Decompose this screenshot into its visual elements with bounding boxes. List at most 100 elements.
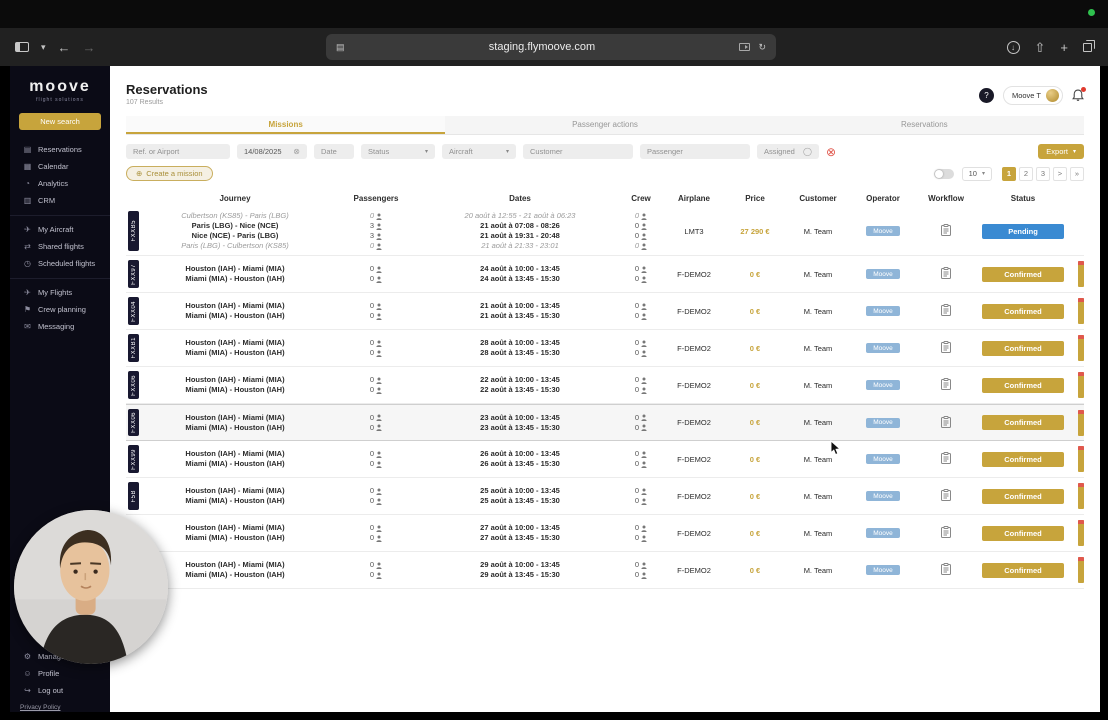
table-body: FXXB5 Culbertson (KS85) - Paris (LBG) Pari… <box>126 207 1084 589</box>
filter-date-from[interactable]: 14/08/2025 ⊗ <box>237 144 307 159</box>
cast-icon[interactable] <box>739 43 751 51</box>
sidebar-item-my-aircraft[interactable]: ✈ My Aircraft <box>24 225 74 234</box>
address-bar[interactable]: ▤ staging.flymoove.com ↻ <box>326 34 777 60</box>
sidebar-item-calendar[interactable]: ▦ Calendar <box>23 162 69 171</box>
workflow-button[interactable] <box>941 224 951 238</box>
sidebar-item-crm[interactable]: ▥ CRM <box>23 196 56 205</box>
status-badge: Pending <box>982 223 1064 239</box>
row-status-indicator-icon <box>1078 483 1084 509</box>
dates-cell: 22 août à 10:00 - 13:45 22 août à 13:45 -… <box>480 375 560 394</box>
table-row[interactable]: FXX04 Houston (IAH) - Miami (MIA) Miami (M… <box>126 293 1084 330</box>
filter-ref[interactable]: Ref. or Airport <box>126 144 230 159</box>
tab-overview-icon[interactable] <box>1083 39 1095 52</box>
profile-icon: ☺ <box>23 669 32 678</box>
workflow-button[interactable] <box>941 452 951 466</box>
sidebar-item-reservations[interactable]: ▤ Reservations <box>23 145 82 154</box>
user-menu[interactable]: Moove T <box>1002 86 1063 105</box>
next-page-button[interactable]: > <box>1053 166 1067 181</box>
mission-ref-tag[interactable]: FXX04 <box>128 297 139 325</box>
sidebar-toggle-icon[interactable] <box>15 42 29 52</box>
table-row[interactable]: FXX06 Houston (IAH) - Miami (MIA) Miami (M… <box>126 404 1084 441</box>
mission-ref-tag[interactable]: FXX06 <box>128 371 139 399</box>
table-row[interactable]: FXX99 Houston (IAH) - Miami (MIA) Miami (M… <box>126 441 1084 478</box>
person-icon <box>376 313 382 320</box>
page-info-icon[interactable]: ▤ <box>336 41 345 52</box>
page-size-select[interactable]: 10 ▾ <box>961 166 992 181</box>
row-status-indicator-icon <box>1078 298 1084 324</box>
aircraft-icon: ✈ <box>24 225 31 234</box>
notifications-button[interactable] <box>1072 87 1086 102</box>
workflow-button[interactable] <box>941 267 951 281</box>
workflow-button[interactable] <box>941 341 951 355</box>
workflow-button[interactable] <box>941 526 951 540</box>
sidebar-item-my-flights[interactable]: ✈ My Flights <box>24 288 73 297</box>
mission-ref-tag[interactable]: FXX97 <box>128 260 139 288</box>
table-row[interactable]: FXXB5 Culbertson (KS85) - Paris (LBG) Pari… <box>126 207 1084 256</box>
mission-ref-tag[interactable]: FXXB1 <box>128 334 139 362</box>
new-search-button[interactable]: New search <box>19 113 101 130</box>
sidebar-item-messaging[interactable]: ✉ Messaging <box>24 322 75 331</box>
tab-bar: Missions Passenger actions Reservations <box>126 116 1084 135</box>
tab-reservations[interactable]: Reservations <box>900 120 948 129</box>
back-icon[interactable]: ← <box>57 39 71 55</box>
share-icon[interactable]: ⇧ <box>1034 39 1046 55</box>
table-row[interactable]: F5B Houston (IAH) - Miami (MIA) Miami (MIA… <box>126 478 1084 515</box>
help-button[interactable]: ? <box>978 88 994 103</box>
page-title: Reservations <box>126 82 208 97</box>
filter-assigned[interactable]: Assigned ◯ <box>757 144 819 159</box>
page-button-1[interactable]: 1 <box>1002 166 1016 181</box>
reload-icon[interactable]: ↻ <box>758 41 767 52</box>
create-mission-button[interactable]: ⊕ Create a mission <box>126 166 213 181</box>
filter-customer[interactable]: Customer <box>523 144 633 159</box>
workflow-button[interactable] <box>941 563 951 577</box>
mission-ref-tag[interactable]: FXX06 <box>128 409 139 436</box>
last-page-button[interactable]: » <box>1070 166 1084 181</box>
mission-ref-tag[interactable]: F5B <box>128 482 139 510</box>
sidebar-item-manage[interactable]: ⚙ Manage... <box>23 652 72 661</box>
sidebar-item-scheduled-flights[interactable]: ◷ Scheduled flights <box>24 259 96 268</box>
passengers-cell: 0 0 <box>330 375 422 395</box>
privacy-policy-link[interactable]: Privacy Policy <box>20 704 61 711</box>
page-size-caret-icon: ▾ <box>981 171 985 177</box>
table-row[interactable]: Houston (IAH) - Miami (MIA) Miami (MIA) -… <box>126 552 1084 589</box>
journey-cell: Houston (IAH) - Miami (MIA) Miami (MIA) -… <box>185 338 285 357</box>
new-tab-icon[interactable]: + <box>1060 39 1068 55</box>
workflow-button[interactable] <box>941 304 951 318</box>
sidebar-item-crew-planning[interactable]: ⚑ Crew planning <box>23 305 86 314</box>
table-row[interactable]: FXX97 Houston (IAH) - Miami (MIA) Miami (M… <box>126 256 1084 293</box>
app-window: moove flight solutions New search ▤ Reser… <box>10 66 1100 712</box>
export-button[interactable]: Export ▾ <box>1038 144 1084 159</box>
compact-view-toggle[interactable] <box>933 168 954 179</box>
workflow-button[interactable] <box>941 489 951 503</box>
person-icon <box>376 377 382 384</box>
downloads-icon[interactable]: ↓ <box>1006 40 1020 54</box>
filter-date-to[interactable]: Date <box>314 144 354 159</box>
page-button-3[interactable]: 3 <box>1036 166 1050 181</box>
filter-aircraft[interactable]: Aircraft ▾ <box>442 144 516 159</box>
filter-status[interactable]: Status ▾ <box>361 144 435 159</box>
mission-ref-tag[interactable]: FXXB5 <box>128 211 139 251</box>
sidebar-item-profile[interactable]: ☺ Profile <box>23 669 60 678</box>
clipboard-icon <box>941 267 951 279</box>
sidebar-item-log-out[interactable]: ↪ Log out <box>24 686 64 695</box>
workflow-button[interactable] <box>941 415 951 430</box>
person-icon <box>641 276 647 283</box>
page-button-2[interactable]: 2 <box>1019 166 1033 181</box>
sidebar-item-analytics[interactable]: ◔ Analytics <box>10 175 110 192</box>
tab-passenger-actions[interactable]: Passenger actions <box>572 120 638 129</box>
logo-tagline: flight solutions <box>36 97 84 103</box>
journey-cell: Houston (IAH) - Miami (MIA) Miami (MIA) -… <box>185 486 285 505</box>
customer-cell: M. Team <box>803 454 833 464</box>
workflow-button[interactable] <box>941 378 951 392</box>
table-row[interactable]: Houston (IAH) - Miami (MIA) Miami (MIA) -… <box>126 515 1084 552</box>
tab-missions[interactable]: Missions <box>126 116 446 134</box>
clear-date-icon[interactable]: ⊗ <box>293 147 300 156</box>
sidebar-item-shared-flights[interactable]: ⇄ Shared flights <box>24 242 84 251</box>
table-row[interactable]: FXX06 Houston (IAH) - Miami (MIA) Miami (M… <box>126 367 1084 404</box>
mission-ref-tag[interactable]: FXX99 <box>128 445 139 473</box>
table-row[interactable]: FXXB1 Houston (IAH) - Miami (MIA) Miami (M… <box>126 330 1084 367</box>
sidebar-menu-caret-icon[interactable]: ▾ <box>41 41 46 52</box>
person-icon <box>376 303 382 310</box>
filter-passenger[interactable]: Passenger <box>640 144 750 159</box>
clear-filters-icon[interactable]: ⊗ <box>826 144 837 159</box>
